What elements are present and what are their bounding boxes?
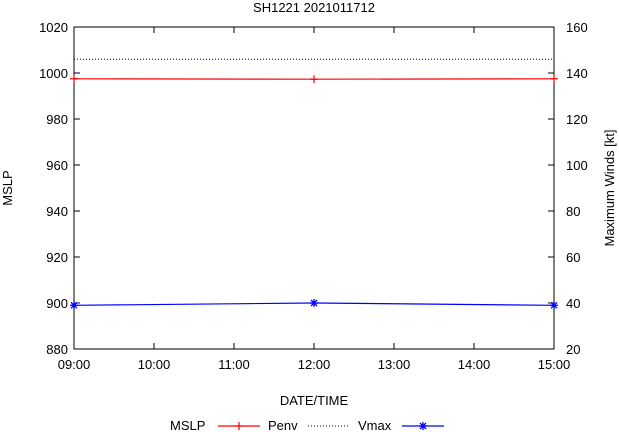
x-tick-label: 15:00 <box>538 357 571 372</box>
y-tick-label: 960 <box>46 158 68 173</box>
x-axis-title: DATE/TIME <box>280 393 349 408</box>
y2-axis-title: Maximum Winds [kt] <box>602 129 617 246</box>
y-tick-label: 1020 <box>39 20 68 35</box>
data-point <box>310 299 318 307</box>
y2-tick-label: 120 <box>566 112 588 127</box>
x-tick-label: 14:00 <box>458 357 491 372</box>
data-point <box>550 301 558 309</box>
x-tick-label: 09:00 <box>58 357 91 372</box>
y-tick-label: 900 <box>46 296 68 311</box>
y2-tick-label: 20 <box>566 342 580 357</box>
chart-title: SH1221 2021011712 <box>253 0 375 15</box>
chart: SH1221 2021011712 8809009209409609801000… <box>0 0 619 432</box>
x-tick-label: 11:00 <box>218 357 250 372</box>
x-tick-label: 10:00 <box>138 357 171 372</box>
x-tick-label: 12:00 <box>298 357 331 372</box>
x-tick-label: 13:00 <box>378 357 411 372</box>
y-tick-label: 980 <box>46 112 68 127</box>
y2-tick-label: 80 <box>566 204 580 219</box>
y-axis-title: MSLP <box>0 170 15 205</box>
legend-label-mslp: MSLP <box>170 418 205 432</box>
data-point <box>419 422 427 430</box>
y-tick-label: 940 <box>46 204 68 219</box>
y-tick-label: 1000 <box>39 66 68 81</box>
y2-tick-label: 140 <box>566 66 588 81</box>
legend-label-penv: Penv <box>268 418 298 432</box>
data-point <box>70 301 78 309</box>
y2-tick-label: 40 <box>566 296 580 311</box>
series-layer <box>70 59 558 309</box>
legend: MSLP Penv Vmax <box>170 418 444 432</box>
y2-tick-label: 100 <box>566 158 588 173</box>
y2-tick-label: 160 <box>566 20 588 35</box>
y-tick-label: 880 <box>46 342 68 357</box>
legend-label-vmax: Vmax <box>358 418 392 432</box>
y-tick-label: 920 <box>46 250 68 265</box>
y2-tick-label: 60 <box>566 250 580 265</box>
